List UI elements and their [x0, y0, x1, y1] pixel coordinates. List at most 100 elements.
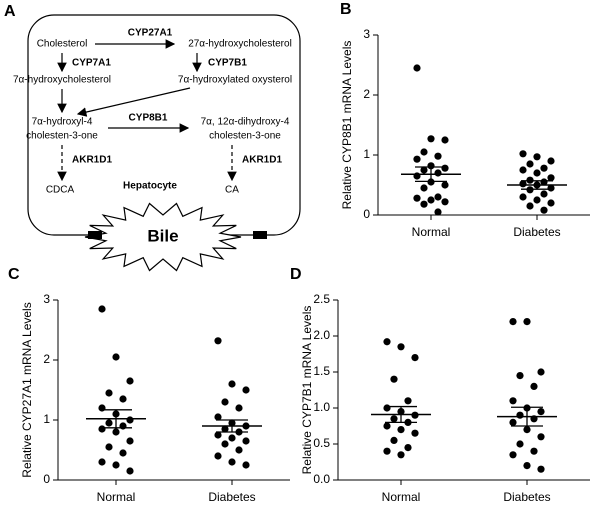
data-point [397, 451, 405, 459]
data-point [533, 169, 541, 177]
data-point [547, 157, 555, 165]
data-point [540, 206, 548, 214]
data-point [221, 425, 229, 433]
data-point [420, 148, 428, 156]
data-point [420, 200, 428, 208]
data-point [228, 434, 236, 442]
data-point [214, 413, 222, 421]
y-axis-label: Relative CYP7B1 mRNA Levels [300, 306, 314, 475]
data-point [105, 419, 113, 427]
x-tick-label: Diabetes [208, 490, 255, 504]
data-point [397, 426, 405, 434]
y-tick-label: 0.0 [313, 472, 330, 486]
y-tick-label: 0.5 [313, 436, 330, 450]
data-point [516, 372, 524, 380]
data-point [397, 343, 405, 351]
data-point [235, 404, 243, 412]
arrows [57, 39, 237, 182]
data-point [126, 377, 134, 385]
data-point [390, 375, 398, 383]
data-point [383, 338, 391, 346]
data-point [413, 194, 421, 202]
data-point [242, 437, 250, 445]
y-tick-label: 3 [363, 27, 370, 41]
node: Cholesterol [37, 39, 88, 50]
data-point [441, 164, 449, 172]
enzyme: AKR1D1 [242, 155, 282, 166]
data-point [519, 193, 527, 201]
data-point [537, 368, 545, 376]
data-point [530, 447, 538, 455]
data-point [98, 305, 106, 313]
data-point [509, 397, 517, 405]
data-point [537, 408, 545, 416]
node: 27α-hydroxycholesterol [188, 39, 292, 50]
x-tick-label: Normal [97, 490, 136, 504]
data-point [537, 433, 545, 441]
x-tick-label: Diabetes [503, 490, 550, 504]
data-point [516, 440, 524, 448]
panel-label: A [4, 3, 16, 20]
enzyme: CYP27A1 [128, 28, 173, 39]
data-point [441, 198, 449, 206]
node: 7α-hydroxycholesterol [13, 75, 111, 86]
junction [253, 231, 267, 239]
data-point [221, 398, 229, 406]
cell-label: Hepatocyte [123, 181, 177, 192]
data-point [390, 415, 398, 423]
data-point [105, 389, 113, 397]
data-point [126, 467, 134, 475]
data-point [427, 196, 435, 204]
data-point [420, 166, 428, 174]
y-tick-label: 2 [43, 352, 50, 366]
junction [88, 231, 102, 239]
data-point [413, 155, 421, 163]
data-point [404, 444, 412, 452]
data-point [441, 136, 449, 144]
node: cholesten-3-one [209, 131, 281, 142]
data-point [411, 354, 419, 362]
data-point [119, 449, 127, 457]
data-point [526, 160, 534, 168]
y-tick-label: 0 [43, 472, 50, 486]
data-point [214, 337, 222, 345]
enzyme: CYP7A1 [72, 58, 111, 69]
data-point [547, 174, 555, 182]
node: 7α, 12α-dihydroxy-4 [201, 117, 290, 128]
data-point [383, 447, 391, 455]
data-point [434, 193, 442, 201]
data-point [112, 461, 120, 469]
data-point [509, 318, 517, 326]
data-point [112, 353, 120, 361]
y-tick-label: 1 [363, 147, 370, 161]
data-point [523, 318, 531, 326]
y-tick-label: 1.5 [313, 364, 330, 378]
data-point [434, 152, 442, 160]
data-point [98, 458, 106, 466]
data-point [509, 418, 517, 426]
data-point [404, 397, 412, 405]
node: cholesten-3-one [26, 131, 98, 142]
data-point [530, 382, 538, 390]
data-point [519, 166, 527, 174]
enzyme: AKR1D1 [72, 155, 112, 166]
panel-label: D [290, 266, 302, 283]
data-point [547, 199, 555, 207]
data-point [119, 422, 127, 430]
data-point [214, 452, 222, 460]
data-point [235, 446, 243, 454]
data-point [119, 395, 127, 403]
bile-label: Bile [147, 226, 178, 245]
data-point [390, 436, 398, 444]
data-point [228, 458, 236, 466]
data-point [434, 169, 442, 177]
data-point [519, 150, 527, 158]
y-tick-label: 3 [43, 292, 50, 306]
panel-label: C [8, 266, 20, 283]
data-point [221, 440, 229, 448]
x-tick-label: Normal [382, 490, 421, 504]
data-point [540, 164, 548, 172]
pathway-diagram: A Cholesterol 27α-hydroxycholesterol 7α-… [4, 3, 301, 272]
y-tick-label: 1 [43, 412, 50, 426]
